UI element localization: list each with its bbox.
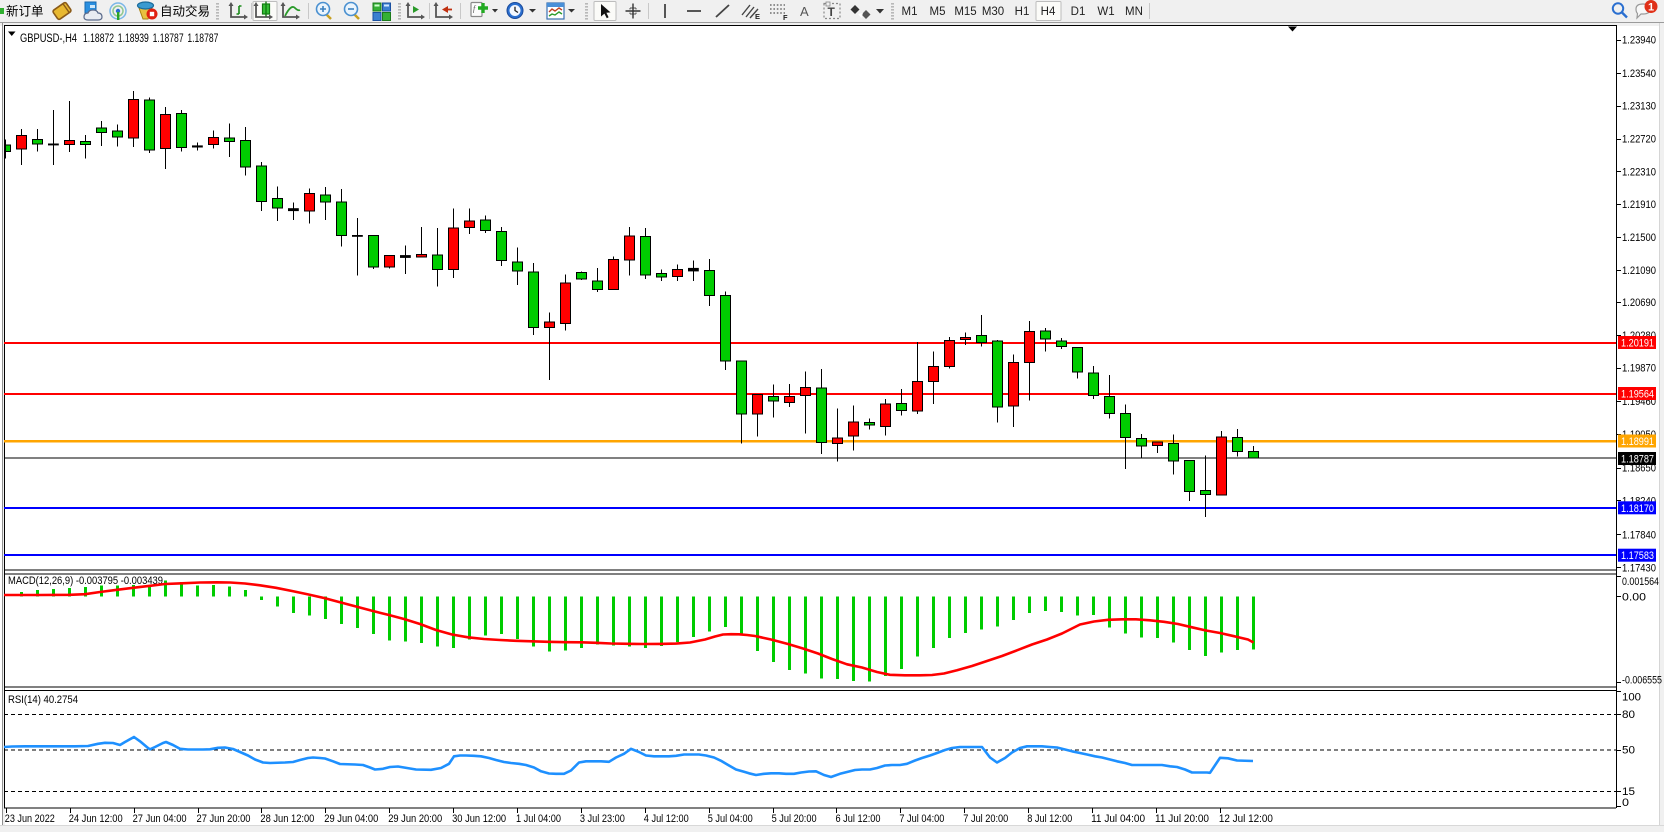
svg-text:1.21500: 1.21500 xyxy=(1622,232,1656,244)
svg-text:1.21910: 1.21910 xyxy=(1622,199,1656,211)
svg-text:f: f xyxy=(473,4,477,13)
svg-text:0.00: 0.00 xyxy=(1622,591,1646,603)
svg-text:6 Jul 12:00: 6 Jul 12:00 xyxy=(836,813,881,825)
svg-text:自动交易: 自动交易 xyxy=(160,4,210,19)
svg-text:1.22310: 1.22310 xyxy=(1622,166,1656,178)
svg-text:3 Jul 23:00: 3 Jul 23:00 xyxy=(580,813,625,825)
svg-text:1.18650: 1.18650 xyxy=(1622,463,1656,475)
svg-text:GBPUSD-,H4: GBPUSD-,H4 xyxy=(20,33,77,45)
svg-text:23 Jun 2022: 23 Jun 2022 xyxy=(5,813,55,825)
svg-text:MACD(12,26,9) -0.003795 -0.003: MACD(12,26,9) -0.003795 -0.003439 xyxy=(8,575,163,587)
svg-text:1.18787: 1.18787 xyxy=(153,33,184,45)
svg-text:15: 15 xyxy=(1622,786,1635,798)
svg-text:28 Jun 12:00: 28 Jun 12:00 xyxy=(260,813,314,825)
svg-text:50: 50 xyxy=(1622,745,1635,757)
svg-text:M5: M5 xyxy=(930,6,946,18)
svg-text:27 Jun 04:00: 27 Jun 04:00 xyxy=(133,813,187,825)
svg-text:80: 80 xyxy=(1622,709,1635,721)
svg-text:1.18872: 1.18872 xyxy=(83,33,114,45)
svg-text:新订单: 新订单 xyxy=(6,4,44,19)
svg-text:24 Jun 12:00: 24 Jun 12:00 xyxy=(69,813,123,825)
svg-text:1.20191: 1.20191 xyxy=(1621,338,1654,350)
svg-text:RSI(14) 40.2754: RSI(14) 40.2754 xyxy=(8,694,78,706)
svg-text:1.22720: 1.22720 xyxy=(1622,134,1656,146)
svg-text:1.18787: 1.18787 xyxy=(187,33,218,45)
svg-text:A: A xyxy=(800,4,809,19)
svg-text:1.23540: 1.23540 xyxy=(1622,68,1656,80)
svg-text:1.17840: 1.17840 xyxy=(1622,529,1656,541)
svg-text:H1: H1 xyxy=(1015,6,1030,18)
svg-text:1.18939: 1.18939 xyxy=(118,33,149,45)
svg-text:T: T xyxy=(828,5,836,19)
svg-text:1.18991: 1.18991 xyxy=(1621,436,1654,448)
svg-text:12 Jul 12:00: 12 Jul 12:00 xyxy=(1219,813,1273,825)
svg-text:1 Jul 04:00: 1 Jul 04:00 xyxy=(516,813,561,825)
svg-text:MN: MN xyxy=(1125,6,1143,18)
svg-text:1.20690: 1.20690 xyxy=(1622,297,1656,309)
svg-text:1.17583: 1.17583 xyxy=(1621,550,1654,562)
svg-text:11 Jul 20:00: 11 Jul 20:00 xyxy=(1155,813,1209,825)
svg-text:29 Jun 20:00: 29 Jun 20:00 xyxy=(388,813,442,825)
svg-text:5 Jul 20:00: 5 Jul 20:00 xyxy=(772,813,817,825)
svg-text:F: F xyxy=(783,13,788,22)
svg-text:M15: M15 xyxy=(954,6,976,18)
svg-text:27 Jun 20:00: 27 Jun 20:00 xyxy=(197,813,251,825)
svg-text:5 Jul 04:00: 5 Jul 04:00 xyxy=(708,813,753,825)
svg-text:0: 0 xyxy=(1622,797,1629,809)
svg-text:H4: H4 xyxy=(1041,6,1056,18)
svg-text:-0.006555: -0.006555 xyxy=(1622,675,1662,687)
svg-text:100: 100 xyxy=(1622,691,1641,703)
svg-text:1.21090: 1.21090 xyxy=(1622,265,1656,277)
svg-text:1.19564: 1.19564 xyxy=(1621,389,1654,401)
svg-text:1.23130: 1.23130 xyxy=(1622,101,1656,113)
svg-text:E: E xyxy=(755,12,760,21)
svg-text:1.17430: 1.17430 xyxy=(1622,562,1656,574)
svg-text:7 Jul 20:00: 7 Jul 20:00 xyxy=(963,813,1008,825)
svg-text:M30: M30 xyxy=(982,6,1004,18)
svg-text:4 Jul 12:00: 4 Jul 12:00 xyxy=(644,813,689,825)
svg-text:29 Jun 04:00: 29 Jun 04:00 xyxy=(324,813,378,825)
svg-text:1.18787: 1.18787 xyxy=(1621,454,1654,466)
svg-text:30 Jun 12:00: 30 Jun 12:00 xyxy=(452,813,506,825)
svg-text:1.23940: 1.23940 xyxy=(1622,35,1656,47)
svg-text:0.001564: 0.001564 xyxy=(1622,576,1659,588)
svg-text:1.18170: 1.18170 xyxy=(1621,503,1654,515)
svg-text:W1: W1 xyxy=(1097,6,1114,18)
svg-text:7 Jul 04:00: 7 Jul 04:00 xyxy=(899,813,944,825)
svg-text:D1: D1 xyxy=(1071,6,1086,18)
svg-text:1: 1 xyxy=(1648,2,1654,14)
svg-text:11 Jul 04:00: 11 Jul 04:00 xyxy=(1091,813,1145,825)
svg-text:8 Jul 12:00: 8 Jul 12:00 xyxy=(1027,813,1072,825)
svg-text:1.19870: 1.19870 xyxy=(1622,363,1656,375)
svg-text:M1: M1 xyxy=(902,6,918,18)
